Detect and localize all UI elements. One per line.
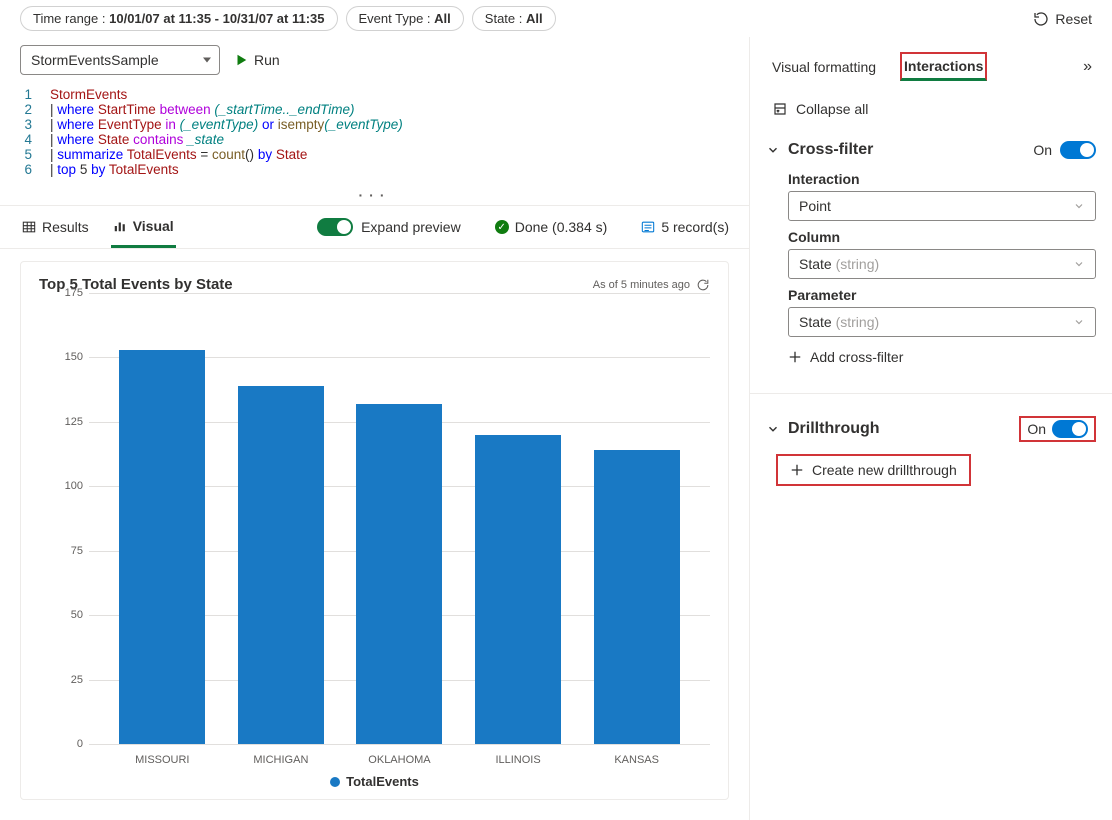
value: All xyxy=(434,11,451,26)
chart-asof: As of 5 minutes ago xyxy=(593,279,690,291)
interaction-value: Point xyxy=(799,198,1073,214)
add-cross-filter-label: Add cross-filter xyxy=(810,349,903,365)
label: Visual xyxy=(133,218,174,234)
run-label: Run xyxy=(254,52,280,68)
chart-card: Top 5 Total Events by State As of 5 minu… xyxy=(20,261,729,800)
status-text: Done (0.384 s) xyxy=(515,219,608,235)
interaction-label: Interaction xyxy=(788,171,1096,187)
more-icon[interactable]: » xyxy=(1083,58,1092,76)
crossfilter-toggle[interactable] xyxy=(1060,141,1096,159)
chevron-down-icon xyxy=(1073,200,1085,212)
drillthrough-toggle[interactable] xyxy=(1052,420,1088,438)
bar[interactable] xyxy=(356,404,442,744)
value: 10/01/07 at 11:35 - 10/31/07 at 11:35 xyxy=(109,11,324,26)
query-editor[interactable]: 1StormEvents 2| where StartTime between … xyxy=(0,83,749,201)
add-cross-filter-button[interactable]: Add cross-filter xyxy=(766,339,1096,371)
reset-button[interactable]: Reset xyxy=(1033,11,1092,27)
collapse-all-button[interactable]: Collapse all xyxy=(750,89,1112,129)
plus-icon xyxy=(788,350,802,364)
parameter-value: State (string) xyxy=(799,314,1073,330)
label: State : xyxy=(485,11,523,26)
collapse-icon xyxy=(772,101,788,117)
parameter-label: Parameter xyxy=(788,287,1096,303)
filter-state[interactable]: State : All xyxy=(472,6,556,31)
plus-icon xyxy=(790,463,804,477)
value: All xyxy=(526,11,543,26)
column-dropdown[interactable]: State (string) xyxy=(788,249,1096,279)
section-drillthrough: Drillthrough xyxy=(788,420,880,438)
label: Event Type : xyxy=(359,11,431,26)
table-icon xyxy=(22,220,36,234)
source-value: StormEventsSample xyxy=(31,52,159,68)
create-drillthrough-label: Create new drillthrough xyxy=(812,462,957,478)
tab-visual[interactable]: Visual xyxy=(111,206,176,248)
legend-label: TotalEvents xyxy=(346,774,419,789)
expand-preview-toggle[interactable] xyxy=(317,218,353,236)
x-label: MICHIGAN xyxy=(238,754,324,766)
crossfilter-on-label: On xyxy=(1033,142,1052,158)
status-done: ✓ Done (0.384 s) xyxy=(495,219,608,235)
column-value: State (string) xyxy=(799,256,1073,272)
play-icon xyxy=(234,53,248,67)
chevron-down-icon xyxy=(1073,258,1085,270)
filter-time-range[interactable]: Time range : 10/01/07 at 11:35 - 10/31/0… xyxy=(20,6,338,31)
record-count-text: 5 record(s) xyxy=(661,219,729,235)
chart-icon xyxy=(113,219,127,233)
reset-label: Reset xyxy=(1055,11,1092,27)
bar[interactable] xyxy=(238,386,324,744)
tab-results[interactable]: Results xyxy=(20,206,91,248)
bar[interactable] xyxy=(119,350,205,744)
collapse-all-label: Collapse all xyxy=(796,101,868,117)
filter-event-type[interactable]: Event Type : All xyxy=(346,6,464,31)
x-label: KANSAS xyxy=(594,754,680,766)
refresh-icon[interactable] xyxy=(696,278,710,292)
record-count: 5 record(s) xyxy=(641,219,729,235)
source-selector[interactable]: StormEventsSample xyxy=(20,45,220,75)
interaction-dropdown[interactable]: Point xyxy=(788,191,1096,221)
drillthrough-on-label: On xyxy=(1027,421,1046,437)
bar-chart[interactable]: 0255075100125150175 MISSOURIMICHIGANOKLA… xyxy=(39,293,710,774)
tab-interactions[interactable]: Interactions xyxy=(900,52,987,81)
column-label: Column xyxy=(788,229,1096,245)
x-label: OKLAHOMA xyxy=(356,754,442,766)
bar[interactable] xyxy=(475,435,561,744)
check-icon: ✓ xyxy=(495,220,509,234)
bar[interactable] xyxy=(594,450,680,744)
chevron-down-icon[interactable] xyxy=(766,422,780,436)
section-cross-filter: Cross-filter xyxy=(788,141,873,159)
label: Results xyxy=(42,219,89,235)
run-button[interactable]: Run xyxy=(234,52,280,68)
expand-preview-label: Expand preview xyxy=(361,219,461,235)
x-label: MISSOURI xyxy=(119,754,205,766)
label: Time range : xyxy=(33,11,106,26)
create-drillthrough-button[interactable]: Create new drillthrough xyxy=(776,454,971,486)
tab-visual-formatting[interactable]: Visual formatting xyxy=(770,55,878,79)
chevron-down-icon[interactable] xyxy=(766,143,780,157)
x-label: ILLINOIS xyxy=(475,754,561,766)
chevron-down-icon xyxy=(1073,316,1085,328)
parameter-dropdown[interactable]: State (string) xyxy=(788,307,1096,337)
reset-icon xyxy=(1033,11,1049,27)
records-icon xyxy=(641,220,655,234)
legend-swatch xyxy=(330,777,340,787)
